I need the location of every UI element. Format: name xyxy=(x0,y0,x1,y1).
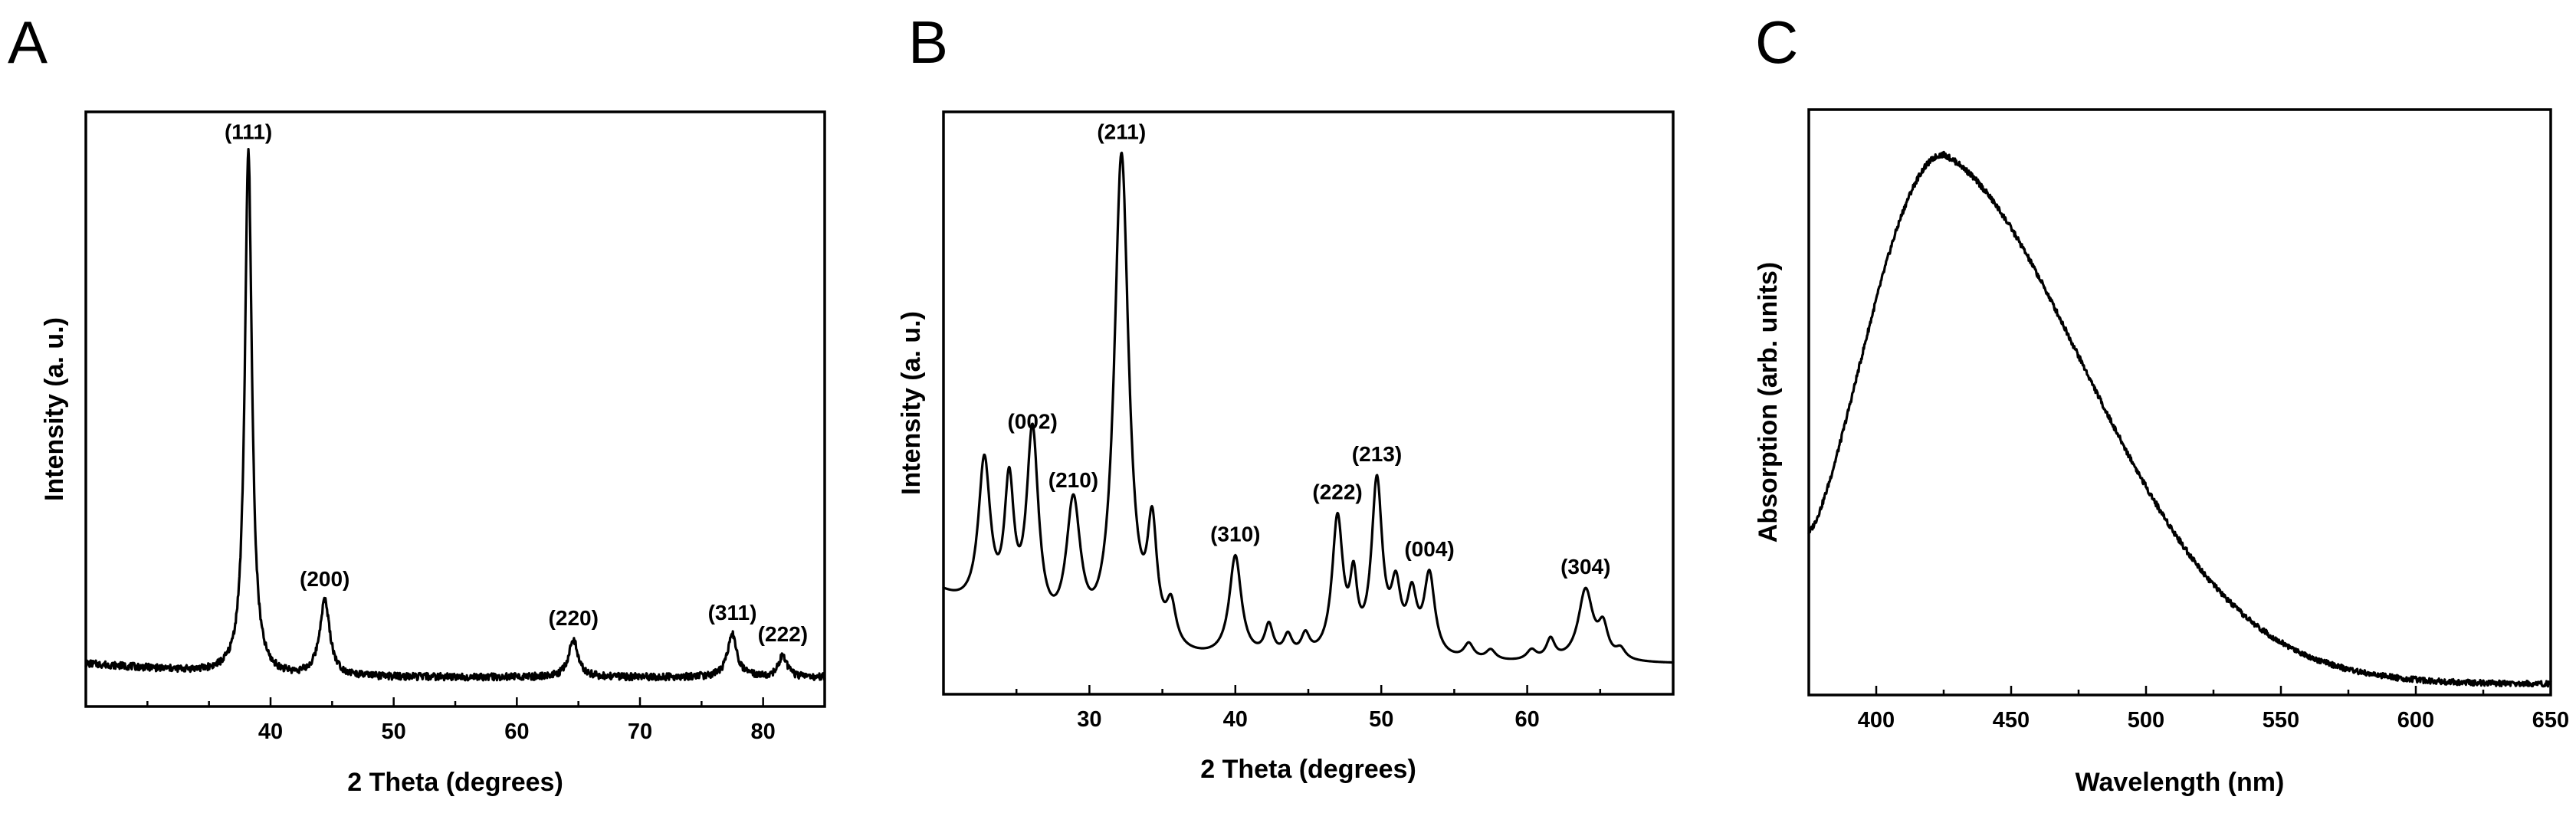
panel-b-y-axis-label: Intensity (a. u.) xyxy=(897,311,926,495)
peak-label: (213) xyxy=(1352,442,1402,466)
x-tick-label: 60 xyxy=(1514,707,1539,732)
panel-a: A 40 50 60 70 80 (111) (200) (220) (311)(222) 2… xyxy=(8,8,826,797)
x-tick-label: 450 xyxy=(1993,708,2030,733)
panel-b-peak-labels: (002) (210) (211) (310) (222) (213) (004) (304) xyxy=(1007,120,1610,579)
x-tick-label: 30 xyxy=(1077,707,1101,732)
panel-b: B 30 40 50 60 (002) (210) (211) (310) (222) (213… xyxy=(897,8,1675,784)
panel-c-y-axis-label: Absorption (arb. units) xyxy=(1754,262,1783,543)
panel-b-series-line xyxy=(942,151,1675,664)
x-tick-label: 40 xyxy=(258,720,283,744)
panel-a-x-ticks: 40 50 60 70 80 xyxy=(84,697,826,744)
panel-c-x-ticks: 400 450 500 550 600 650 xyxy=(1807,686,2569,733)
panel-c-series-line xyxy=(1807,150,2552,688)
peak-label: (220) xyxy=(549,606,599,630)
x-tick-label: 60 xyxy=(504,720,529,744)
peak-label: (304) xyxy=(1560,555,1610,579)
x-tick-label: 550 xyxy=(2263,708,2299,733)
peak-label: (211) xyxy=(1097,120,1146,143)
panel-a-y-axis-label: Intensity (a. u.) xyxy=(40,317,69,501)
x-tick-label: 80 xyxy=(751,720,776,744)
peak-label: (002) xyxy=(1007,410,1057,434)
panel-a-series-line xyxy=(84,148,826,682)
peak-label: (210) xyxy=(1048,468,1098,492)
peak-label: (111) xyxy=(225,120,272,143)
x-tick-label: 50 xyxy=(1369,707,1393,732)
peak-label: (004) xyxy=(1404,537,1454,561)
x-tick-label: 400 xyxy=(1858,708,1895,733)
panel-b-x-ticks: 30 40 50 60 xyxy=(942,685,1675,732)
panel-c-x-axis-label: Wavelength (nm) xyxy=(2076,768,2285,797)
x-tick-label: 650 xyxy=(2532,708,2569,733)
peak-label: (222) xyxy=(758,622,808,646)
panel-b-letter: B xyxy=(908,8,948,76)
peak-label: (310) xyxy=(1210,523,1260,546)
panel-a-letter: A xyxy=(8,8,48,76)
peak-label: (311) xyxy=(708,601,757,625)
panel-b-x-axis-label: 2 Theta (degrees) xyxy=(1200,755,1416,784)
panel-a-peak-labels: (111) (200) (220) (311)(222) xyxy=(225,120,808,646)
peak-label: (200) xyxy=(300,567,349,591)
x-tick-label: 50 xyxy=(382,720,406,744)
panel-c: C 400 450 500 550 600 650 Wavelength (nm) Abs… xyxy=(1754,8,2569,797)
panel-c-frame xyxy=(1807,108,2552,697)
panel-c-letter: C xyxy=(1755,8,1798,76)
x-tick-label: 70 xyxy=(628,720,652,744)
x-tick-label: 500 xyxy=(2128,708,2164,733)
panel-a-x-axis-label: 2 Theta (degrees) xyxy=(347,768,563,797)
panel-b-frame xyxy=(942,110,1675,696)
peak-label: (222) xyxy=(1312,480,1362,503)
x-tick-label: 600 xyxy=(2397,708,2434,733)
x-tick-label: 40 xyxy=(1223,707,1248,732)
